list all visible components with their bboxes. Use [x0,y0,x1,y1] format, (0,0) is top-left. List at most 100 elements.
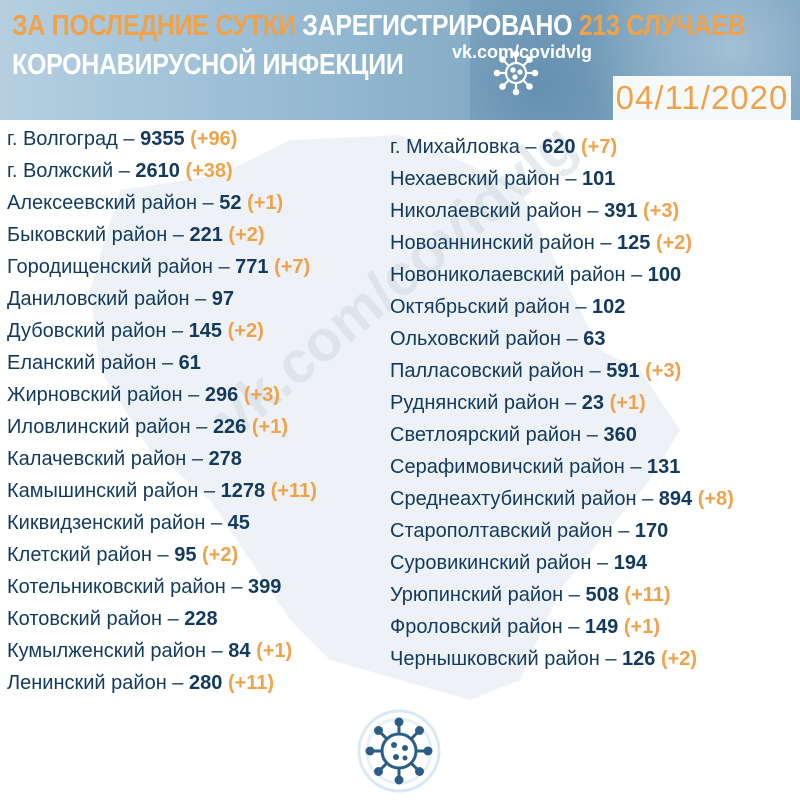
district-row: Фроловский район – 149 (+1) [390,616,660,638]
district-name: г. Михайловка [390,136,520,158]
district-total: 170 [634,520,669,542]
district-total: 63 [583,328,606,350]
district-row: Ленинский район – 280 (+11) [7,672,275,694]
district-total: 61 [178,352,201,374]
district-increase: (+7) [581,136,618,158]
district-name: Камышинский район [7,480,199,502]
district-name: Светлоярский район [390,424,582,446]
district-row: Серафимовичский район – 131 [390,456,681,478]
district-increase: (+2) [660,648,698,670]
district-increase: (+3) [645,360,682,382]
district-row: Октябрьский район – 102 [390,296,626,318]
district-increase: (+2) [202,544,239,566]
district-row: Алексеевский район – 52 (+1) [7,192,284,214]
district-total: 296 [204,384,239,406]
district-total: 126 [622,648,656,670]
district-row: Светлоярский район – 360 [390,424,637,446]
district-name: Октябрьский район [390,296,570,318]
district-name: Новониколаевский район [390,264,626,286]
district-name: Кумылженский район [7,640,207,662]
headline-line2: КОРОНАВИРУСНОЙ ИНФЕКЦИИ [12,49,404,81]
district-row: Старополтавский район – 170 [390,520,669,542]
district-increase: (+11) [624,584,671,606]
district-increase: (+38) [185,160,233,182]
district-total: 149 [584,616,619,638]
district-row: Котовский район – 228 [7,608,218,630]
district-row: Быковский район – 221 (+2) [7,224,265,246]
district-name: Серафимовичский район [390,456,625,478]
district-total: 591 [606,360,640,382]
headline-highlight: ЗА ПОСЛЕДНИЕ СУТКИ [12,10,296,42]
district-increase: (+1) [623,616,660,638]
district-row: Николаевский район – 391 (+3) [390,200,680,222]
district-increase: (+3) [243,384,280,406]
district-increase: (+7) [274,256,311,278]
district-total: 194 [613,552,648,574]
header-banner: ЗА ПОСЛЕДНИЕ СУТКИ ЗАРЕГИСТРИРОВАНО 213 … [0,0,800,120]
virus-icon [493,50,539,96]
district-name: Николаевский район [390,200,582,222]
district-total: 125 [617,232,651,254]
district-row: Жирновский район – 296 (+3) [7,384,280,406]
district-row: Даниловский район – 97 [7,288,235,310]
district-name: Алексеевский район [7,192,197,214]
district-row: г. Михайловка – 620 (+7) [390,136,618,158]
district-increase: (+1) [609,392,646,414]
district-name: Иловлинский район [7,416,191,438]
district-total: 97 [211,288,235,310]
district-name: Жирновский район [7,384,183,406]
district-name: Еланский район [7,352,157,374]
district-name: Дубовский район [7,320,167,342]
district-name: Городищенский район [7,256,213,278]
district-name: Фроловский район [390,616,563,638]
district-total: 1278 [220,480,266,502]
district-total: 228 [184,608,218,630]
virus-icon [357,709,441,793]
district-increase: (+8) [697,488,734,510]
district-row: Киквидзенский район – 45 [7,512,250,534]
district-total: 45 [227,512,250,534]
district-row: Чернышковский район – 126 (+2) [390,648,698,670]
district-name: Чернышковский район [390,648,600,670]
district-row: Клетский район – 95 (+2) [7,544,239,566]
district-row: Палласовский район – 591 (+3) [390,360,682,382]
district-increase: (+11) [270,480,317,502]
district-name: Котовский район [7,608,163,630]
district-total: 894 [658,488,693,510]
district-total: 278 [208,448,242,470]
district-name: Даниловский район [7,288,190,310]
district-total: 508 [585,584,619,606]
district-total: 84 [228,640,251,662]
district-total: 52 [219,192,242,214]
district-list-left: г. Волгоград – 9355 (+96) г. Волжский – … [7,123,317,699]
district-name: г. Волжский [7,160,114,182]
district-increase: (+2) [228,224,265,246]
district-name: Нехаевский район [390,168,560,190]
district-increase: (+2) [227,320,264,342]
district-list-right: г. Михайловка – 620 (+7) Нехаевский райо… [390,131,734,675]
district-row: Суровикинский район – 194 [390,552,648,574]
district-increase: (+1) [251,416,288,438]
district-total: 23 [581,392,605,414]
district-row: Ольховский район – 63 [390,328,606,350]
district-increase: (+1) [256,640,293,662]
district-row: Камышинский район – 1278 (+11) [7,480,317,502]
district-name: Среднеахтубинский район [390,488,637,510]
vk-link[interactable]: vk.com/covidvlg [452,42,593,62]
district-row: Городищенский район – 771 (+7) [7,256,311,278]
district-name: Палласовский район [390,360,584,382]
headline-middle: ЗАРЕГИСТРИРОВАНО [302,10,573,42]
district-name: г. Волгоград [7,128,118,150]
headline-count: 213 СЛУЧАЕВ [578,10,746,42]
region-map-silhouette [90,135,680,700]
district-name: Быковский район [7,224,168,246]
district-row: Иловлинский район – 226 (+1) [7,416,288,438]
district-name: Суровикинский район [390,552,592,574]
district-row: Дубовский район – 145 (+2) [7,320,264,342]
district-increase: (+1) [247,192,284,214]
district-increase: (+11) [227,672,275,694]
district-name: Клетский район [7,544,152,566]
district-row: Кумылженский район – 84 (+1) [7,640,293,662]
district-increase: (+96) [190,128,238,150]
district-total: 771 [235,256,269,278]
